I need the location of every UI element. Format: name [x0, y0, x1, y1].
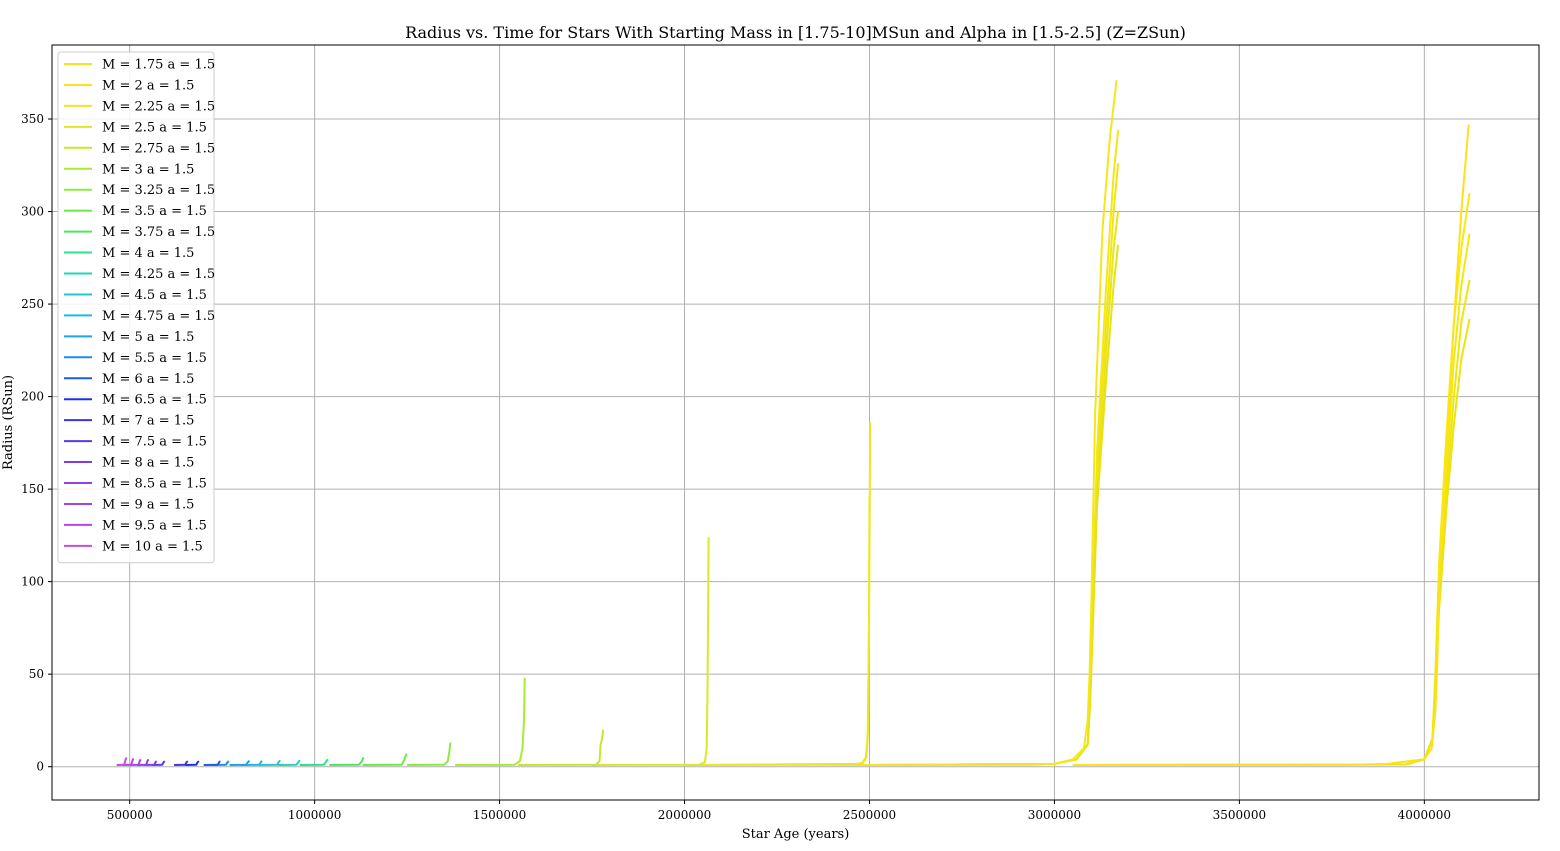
chart-title: Radius vs. Time for Stars With Starting … [405, 23, 1186, 42]
series-line-unlabeled [869, 211, 1120, 766]
series-line-unlabeled [1072, 192, 1471, 766]
series-line [137, 758, 150, 766]
x-tick-label: 3500000 [1213, 808, 1266, 822]
series-line [592, 537, 710, 766]
x-tick-label: 4000000 [1398, 808, 1451, 822]
x-tick-label: 1000000 [288, 808, 341, 822]
y-tick-label: 350 [21, 112, 44, 126]
y-tick-label: 250 [21, 297, 44, 311]
y-tick-label: 50 [29, 667, 44, 681]
x-tick-label: 3000000 [1028, 808, 1081, 822]
series-line [174, 760, 189, 766]
plot-frame [51, 44, 1540, 801]
x-tick-label: 500000 [107, 808, 153, 822]
series-line [832, 80, 1118, 766]
series-line [185, 760, 200, 766]
y-tick-label: 0 [36, 760, 44, 774]
series-line [229, 760, 251, 766]
legend-label: M = 8.5 a = 1.5 [102, 477, 207, 492]
series-line-unlabeled [869, 163, 1120, 766]
series-line [518, 729, 605, 766]
legend-label: M = 9.5 a = 1.5 [102, 518, 207, 533]
series-line [684, 422, 872, 766]
legend-label: M = 3.5 a = 1.5 [102, 204, 207, 219]
series-line [407, 742, 452, 766]
legend: M = 1.75 a = 1.5 M = 2 a = 1.5 M = 2.25 a … [57, 51, 215, 564]
legend-label: M = 3 a = 1.5 [102, 162, 194, 177]
series-line [122, 758, 135, 766]
legend-label: M = 4.25 a = 1.5 [102, 267, 215, 282]
series-line-unlabeled [1072, 233, 1471, 766]
y-axis-label: Radius (RSun) [1, 375, 16, 470]
series-line [116, 757, 128, 766]
y-tick-label: 200 [21, 390, 44, 404]
series-line [1072, 124, 1470, 766]
x-tick-label: 1500000 [473, 808, 526, 822]
legend-label: M = 2 a = 1.5 [102, 78, 194, 93]
legend-label: M = 10 a = 1.5 [102, 539, 203, 554]
axis-ticks: 500000 1000000 1500000 2000000 2500000 300000… [21, 112, 1451, 822]
series-line [277, 759, 301, 766]
legend-label: M = 2.75 a = 1.5 [102, 141, 215, 156]
series-line [240, 760, 263, 766]
y-tick-label: 150 [21, 482, 44, 496]
legend-label: M = 5 a = 1.5 [102, 330, 194, 345]
legend-box [57, 51, 215, 564]
x-tick-label: 2500000 [843, 808, 896, 822]
legend-label: M = 1.75 a = 1.5 [102, 58, 215, 73]
legend-label: M = 4 a = 1.5 [102, 246, 194, 261]
legend-label: M = 7.5 a = 1.5 [102, 435, 207, 450]
series-line [329, 757, 365, 766]
series-line [144, 760, 158, 766]
y-tick-label: 100 [21, 575, 44, 589]
series-line [151, 760, 166, 766]
legend-label: M = 5.5 a = 1.5 [102, 351, 207, 366]
grid [52, 45, 1539, 800]
series-line-unlabeled [684, 496, 871, 766]
legend-label: M = 9 a = 1.5 [102, 497, 194, 512]
legend-label: M = 4.75 a = 1.5 [102, 309, 215, 324]
series-line [299, 758, 329, 766]
legend-label: M = 6.5 a = 1.5 [102, 393, 207, 408]
legend-label: M = 8 a = 1.5 [102, 456, 194, 471]
x-tick-label: 2000000 [658, 808, 711, 822]
series-lines [116, 80, 1471, 766]
x-axis-label: Star Age (years) [742, 827, 850, 842]
series-line-unlabeled [1072, 318, 1471, 766]
legend-label: M = 2.5 a = 1.5 [102, 120, 207, 135]
series-line-unlabeled [869, 129, 1120, 766]
series-line [455, 677, 526, 766]
series-line-unlabeled [869, 244, 1120, 766]
y-tick-label: 300 [21, 205, 44, 219]
series-line-unlabeled [1072, 279, 1471, 766]
series-line [203, 760, 221, 766]
legend-label: M = 4.5 a = 1.5 [102, 288, 207, 303]
legend-label: M = 3.25 a = 1.5 [102, 183, 215, 198]
legend-label: M = 7 a = 1.5 [102, 414, 194, 429]
legend-label: M = 6 a = 1.5 [102, 372, 194, 387]
legend-label: M = 2.25 a = 1.5 [102, 99, 215, 114]
series-line [259, 759, 281, 766]
series-line [129, 758, 142, 766]
series-line [362, 753, 408, 766]
legend-label: M = 3.75 a = 1.5 [102, 225, 215, 240]
